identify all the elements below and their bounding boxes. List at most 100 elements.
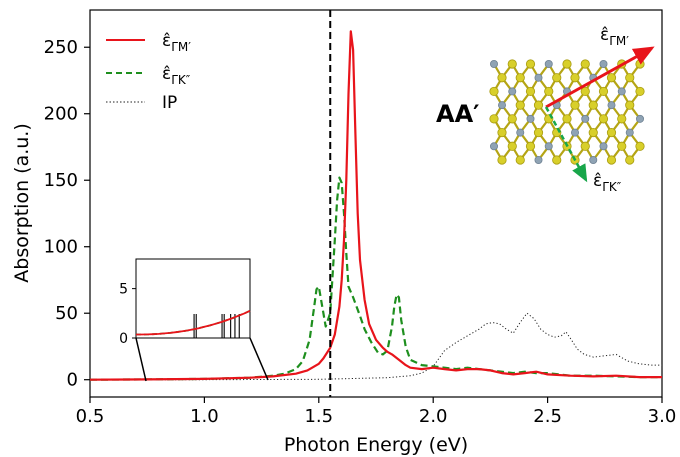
legend: ε̂ΓM′ ε̂ΓK″ IP	[106, 31, 191, 113]
lattice-atom-chalcogen	[570, 73, 580, 83]
x-axis-title: Photon Energy (eV)	[284, 434, 468, 456]
lattice-atom-metal	[636, 114, 645, 123]
lattice-atom-chalcogen	[507, 59, 517, 69]
lattice-atom-metal	[625, 128, 634, 137]
lattice-atom-chalcogen	[533, 100, 544, 110]
lattice-atom-chalcogen	[580, 141, 590, 151]
inset-tick-label: 0	[119, 331, 128, 347]
lattice-atom-chalcogen	[570, 100, 580, 110]
inset-connector-right	[249, 337, 269, 381]
arrow-label-gm-base: ε̂	[600, 25, 609, 45]
lattice-atom-metal	[599, 142, 608, 151]
x-tick-label: 0.5	[76, 406, 105, 427]
lattice-atom-chalcogen	[533, 127, 544, 138]
inset-frame	[135, 258, 251, 339]
lattice-atom-metal	[544, 60, 553, 69]
series-layer	[89, 30, 662, 381]
lattice-atom-metal	[544, 142, 553, 151]
lattice-atom-chalcogen	[562, 114, 572, 124]
legend-label-gk: ε̂ΓK″	[162, 64, 191, 87]
x-tick-label: 3.0	[648, 406, 677, 427]
lattice-atom-chalcogen	[625, 73, 635, 83]
lattice-atom-chalcogen	[580, 59, 590, 69]
lattice-atom-chalcogen	[625, 100, 635, 110]
x-tick-label: 2.5	[533, 406, 562, 427]
y-tick-label: 150	[44, 170, 78, 191]
lattice-atom-metal	[534, 155, 543, 164]
lattice-atom-chalcogen	[635, 141, 645, 151]
lattice-atom-chalcogen	[598, 114, 609, 124]
arrow-label-gk-base: ε̂	[593, 171, 602, 191]
y-tick-label: 250	[44, 37, 78, 58]
x-tick-label: 1.5	[304, 406, 333, 427]
lattice-atom-metal	[497, 101, 506, 110]
lattice-atom-metal	[489, 142, 498, 151]
lattice-atom-chalcogen	[507, 141, 517, 151]
lattice-atom-chalcogen	[617, 114, 627, 124]
lattice-atom-metal	[526, 114, 535, 123]
arrow-gk	[544, 106, 588, 183]
y-tick-label: 200	[44, 104, 78, 125]
lattice-atom-chalcogen	[635, 59, 645, 69]
lattice-atom-chalcogen	[489, 114, 499, 124]
lattice-atom-chalcogen	[588, 100, 598, 110]
lattice-atom-chalcogen	[515, 73, 525, 83]
inset-series-gm	[136, 309, 251, 336]
y-tick-label: 0	[67, 370, 78, 391]
lattice-atom-chalcogen	[525, 141, 536, 151]
y-tick-label: 100	[44, 237, 78, 258]
inset-connector-left	[135, 337, 147, 382]
lattice-atom-metal	[571, 128, 580, 137]
legend-label-ip: IP	[162, 93, 177, 113]
structure-illustration: AA′ ε̂ΓM′ ε̂ΓK″	[436, 25, 655, 194]
lattice-atom-metal	[581, 114, 590, 123]
arrow-label-gk: ε̂ΓK″	[593, 171, 622, 194]
lattice-atom-metal	[617, 87, 626, 96]
lattice-atom-chalcogen	[489, 86, 499, 97]
arrow-label-gm-sub: ΓM′	[609, 34, 629, 48]
lattice-atom-chalcogen	[606, 155, 617, 165]
x-axis-ticks: 0.5 1.0 1.5 2.0 2.5 3.0	[76, 397, 677, 427]
lattice-atom-metal	[508, 87, 517, 96]
lattice-atom-chalcogen	[562, 59, 572, 69]
x-tick-label: 2.0	[419, 406, 448, 427]
lattice-atom-chalcogen	[525, 86, 536, 97]
lattice-atom-chalcogen	[497, 155, 507, 165]
y-axis-title: Absorption (a.u.)	[11, 123, 33, 282]
inset-transition-lines	[193, 314, 240, 338]
legend-label-gm: ε̂ΓM′	[162, 31, 191, 54]
lattice-atom-metal	[516, 128, 525, 137]
lattice-atom-chalcogen	[552, 155, 562, 165]
atomic-lattice	[489, 59, 645, 165]
lattice-atom-chalcogen	[507, 114, 517, 124]
lattice-atom-metal	[599, 60, 608, 69]
inset-plot: 05	[119, 258, 269, 382]
lattice-atom-chalcogen	[606, 127, 617, 138]
lattice-atom-metal	[489, 60, 498, 69]
plot-frame	[89, 9, 663, 398]
lattice-atom-chalcogen	[515, 155, 525, 165]
legend-label-gm-sub: ΓM′	[171, 40, 191, 54]
arrow-label-gk-sub: ΓK″	[602, 180, 622, 194]
y-axis-ticks: 0 50 100 150 200 250	[44, 37, 90, 391]
inset-y-ticks: 05	[119, 282, 136, 347]
lattice-atom-metal	[607, 101, 616, 110]
legend-label-gk-sub: ΓK″	[171, 73, 191, 87]
lattice-atom-metal	[589, 155, 598, 164]
lattice-atom-chalcogen	[625, 155, 635, 165]
legend-label-gk-base: ε̂	[162, 64, 171, 84]
lattice-atom-chalcogen	[588, 127, 598, 138]
lattice-atom-chalcogen	[515, 100, 525, 110]
lattice-atom-chalcogen	[580, 86, 590, 97]
legend-label-gm-base: ε̂	[162, 31, 171, 51]
arrow-label-gm: ε̂ΓM′	[600, 25, 629, 48]
series-line-gm	[89, 30, 662, 381]
lattice-atom-chalcogen	[598, 86, 609, 97]
lattice-atom-chalcogen	[544, 86, 554, 97]
lattice-atom-chalcogen	[525, 59, 536, 69]
lattice-atom-chalcogen	[497, 73, 507, 83]
arrow-gm	[545, 46, 655, 109]
series-line-ip	[90, 312, 662, 381]
